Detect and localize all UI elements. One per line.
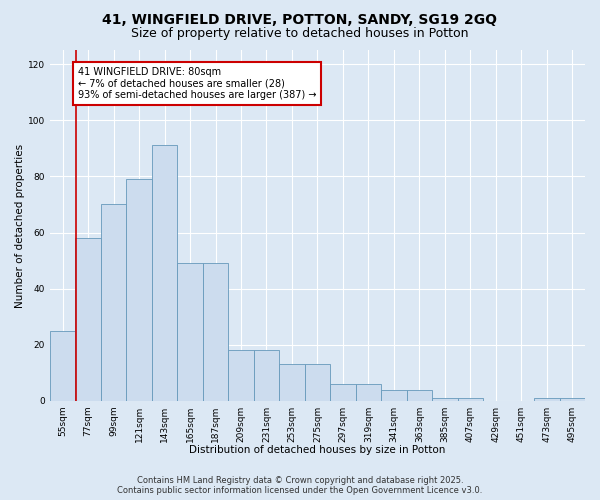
Bar (534, 398, 560, 401)
Bar (356, 384, 381, 401)
Bar (50, 331, 76, 401)
Bar (330, 384, 356, 401)
Bar (458, 398, 483, 401)
Bar (203, 264, 228, 401)
X-axis label: Distribution of detached houses by size in Potton: Distribution of detached houses by size … (189, 445, 446, 455)
Bar (407, 390, 432, 401)
Bar (101, 204, 127, 401)
Bar (76, 238, 101, 401)
Bar (127, 179, 152, 401)
Bar (152, 146, 177, 401)
Bar (432, 398, 458, 401)
Text: 41 WINGFIELD DRIVE: 80sqm
← 7% of detached houses are smaller (28)
93% of semi-d: 41 WINGFIELD DRIVE: 80sqm ← 7% of detach… (78, 67, 316, 100)
Bar (279, 364, 305, 401)
Text: 41, WINGFIELD DRIVE, POTTON, SANDY, SG19 2GQ: 41, WINGFIELD DRIVE, POTTON, SANDY, SG19… (103, 12, 497, 26)
Text: Size of property relative to detached houses in Potton: Size of property relative to detached ho… (131, 28, 469, 40)
Bar (228, 350, 254, 401)
Text: Contains HM Land Registry data © Crown copyright and database right 2025.
Contai: Contains HM Land Registry data © Crown c… (118, 476, 482, 495)
Bar (177, 264, 203, 401)
Bar (305, 364, 330, 401)
Bar (560, 398, 585, 401)
Y-axis label: Number of detached properties: Number of detached properties (15, 144, 25, 308)
Bar (381, 390, 407, 401)
Bar (254, 350, 279, 401)
